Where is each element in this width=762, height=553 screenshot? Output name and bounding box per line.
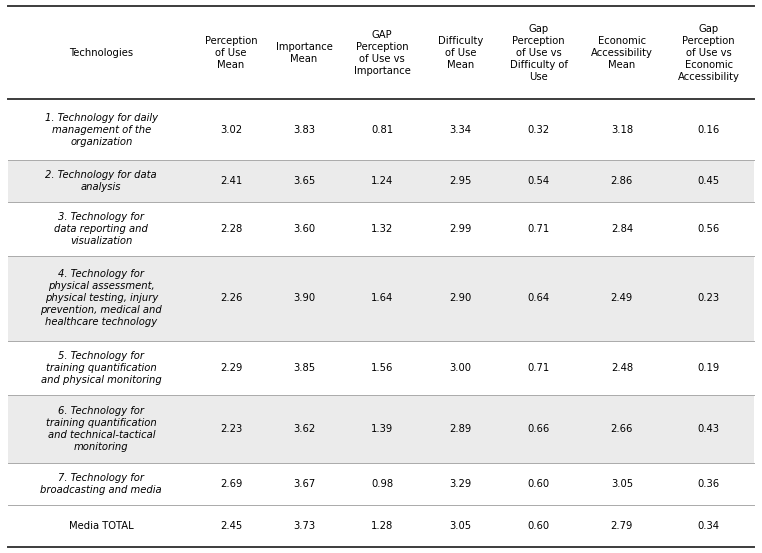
Text: 1. Technology for daily
management of the
organization: 1. Technology for daily management of th… — [45, 113, 158, 147]
Text: 0.54: 0.54 — [527, 176, 549, 186]
Text: Gap
Perception
of Use vs
Economic
Accessibility: Gap Perception of Use vs Economic Access… — [678, 24, 740, 82]
Text: 0.34: 0.34 — [698, 521, 720, 531]
Text: 0.66: 0.66 — [527, 424, 549, 434]
Text: 2.99: 2.99 — [449, 225, 472, 234]
Text: 0.45: 0.45 — [698, 176, 720, 186]
Text: 1.64: 1.64 — [371, 294, 393, 304]
Text: 3.02: 3.02 — [220, 125, 242, 135]
Text: 3.65: 3.65 — [293, 176, 315, 186]
Text: 6. Technology for
training quantification
and technical-tactical
monitoring: 6. Technology for training quantificatio… — [46, 406, 157, 452]
Text: Media TOTAL: Media TOTAL — [69, 521, 133, 531]
Text: Gap
Perception
of Use vs
Difficulty of
Use: Gap Perception of Use vs Difficulty of U… — [510, 24, 568, 82]
Text: 2.95: 2.95 — [449, 176, 472, 186]
Text: 4. Technology for
physical assessment,
physical testing, injury
prevention, medi: 4. Technology for physical assessment, p… — [40, 269, 162, 327]
Bar — [8, 463, 754, 505]
Text: 3.90: 3.90 — [293, 294, 315, 304]
Bar — [8, 160, 754, 202]
Text: 0.60: 0.60 — [527, 521, 549, 531]
Text: 2.41: 2.41 — [220, 176, 242, 186]
Text: 0.64: 0.64 — [527, 294, 549, 304]
Bar — [8, 505, 754, 547]
Text: Economic
Accessibility
Mean: Economic Accessibility Mean — [591, 36, 653, 70]
Text: 2.89: 2.89 — [450, 424, 472, 434]
Text: 0.81: 0.81 — [371, 125, 393, 135]
Bar — [8, 100, 754, 160]
Text: 0.16: 0.16 — [698, 125, 720, 135]
Text: 3.67: 3.67 — [293, 479, 315, 489]
Text: Difficulty
of Use
Mean: Difficulty of Use Mean — [437, 36, 483, 70]
Text: 7. Technology for
broadcasting and media: 7. Technology for broadcasting and media — [40, 473, 162, 495]
Text: 1.32: 1.32 — [371, 225, 393, 234]
Text: 3. Technology for
data reporting and
visualization: 3. Technology for data reporting and vis… — [54, 212, 148, 246]
Text: 3.18: 3.18 — [611, 125, 633, 135]
Text: 2.66: 2.66 — [610, 424, 633, 434]
Text: 1.39: 1.39 — [371, 424, 393, 434]
Text: Importance
Mean: Importance Mean — [276, 41, 332, 64]
Text: 1.56: 1.56 — [371, 363, 393, 373]
Text: 2.49: 2.49 — [610, 294, 633, 304]
Bar — [8, 202, 754, 257]
Bar — [8, 395, 754, 463]
Text: 3.85: 3.85 — [293, 363, 315, 373]
Text: 0.43: 0.43 — [698, 424, 720, 434]
Text: 0.71: 0.71 — [527, 363, 549, 373]
Text: 2.84: 2.84 — [611, 225, 633, 234]
Text: 1.28: 1.28 — [371, 521, 393, 531]
Text: 0.32: 0.32 — [527, 125, 549, 135]
Text: 3.00: 3.00 — [450, 363, 472, 373]
Text: 2.86: 2.86 — [610, 176, 633, 186]
Bar — [8, 257, 754, 341]
Text: 0.56: 0.56 — [698, 225, 720, 234]
Text: 0.98: 0.98 — [371, 479, 393, 489]
Text: Technologies: Technologies — [69, 48, 133, 58]
Text: 2.79: 2.79 — [610, 521, 633, 531]
Text: 2. Technology for data
analysis: 2. Technology for data analysis — [46, 170, 157, 192]
Text: 0.60: 0.60 — [527, 479, 549, 489]
Text: 3.05: 3.05 — [611, 479, 633, 489]
Text: 3.60: 3.60 — [293, 225, 315, 234]
Bar — [8, 6, 754, 100]
Text: 1.24: 1.24 — [371, 176, 393, 186]
Text: 3.73: 3.73 — [293, 521, 315, 531]
Text: 2.90: 2.90 — [450, 294, 472, 304]
Text: 0.19: 0.19 — [698, 363, 720, 373]
Text: 3.34: 3.34 — [450, 125, 472, 135]
Text: 2.69: 2.69 — [219, 479, 242, 489]
Text: 2.45: 2.45 — [220, 521, 242, 531]
Text: Perception
of Use
Mean: Perception of Use Mean — [205, 36, 258, 70]
Text: 3.05: 3.05 — [450, 521, 472, 531]
Text: 0.36: 0.36 — [698, 479, 720, 489]
Text: 2.26: 2.26 — [219, 294, 242, 304]
Text: GAP
Perception
of Use vs
Importance: GAP Perception of Use vs Importance — [354, 30, 411, 76]
Bar — [8, 341, 754, 395]
Text: 2.29: 2.29 — [219, 363, 242, 373]
Text: 3.29: 3.29 — [450, 479, 472, 489]
Text: 3.62: 3.62 — [293, 424, 315, 434]
Text: 0.23: 0.23 — [698, 294, 720, 304]
Text: 0.71: 0.71 — [527, 225, 549, 234]
Text: 5. Technology for
training quantification
and physical monitoring: 5. Technology for training quantificatio… — [41, 351, 162, 384]
Text: 3.83: 3.83 — [293, 125, 315, 135]
Text: 2.48: 2.48 — [611, 363, 633, 373]
Text: 2.23: 2.23 — [220, 424, 242, 434]
Text: 2.28: 2.28 — [220, 225, 242, 234]
